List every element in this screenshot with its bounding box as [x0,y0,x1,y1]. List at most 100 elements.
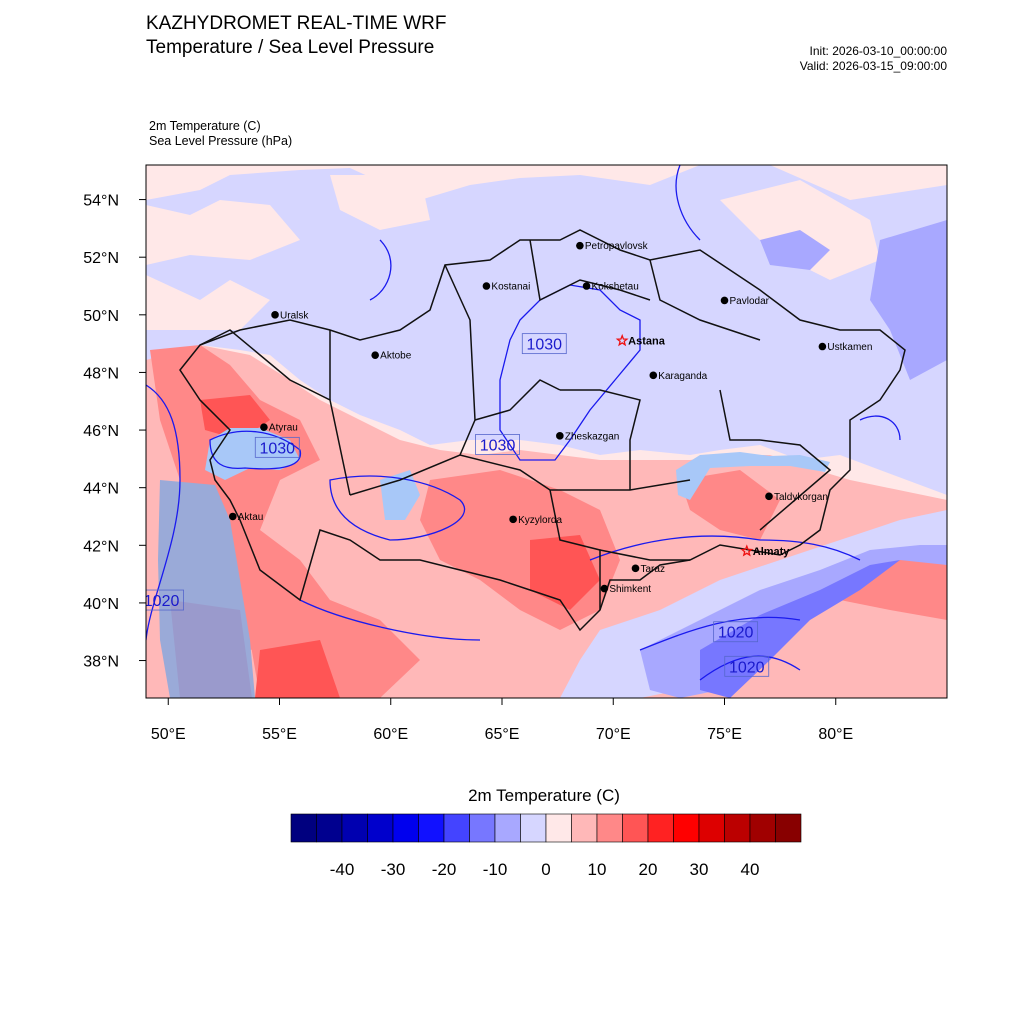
city-label: Kyzylorda [518,515,562,526]
colorbar-swatch [749,813,776,843]
colorbar-label: -20 [431,860,457,879]
lon-tick-label: 80°E [818,726,853,743]
city-dot [600,584,609,593]
chart-title: KAZHYDROMET REAL-TIME WRF Temperature / … [146,12,447,60]
city-dot [482,282,491,290]
colorbar-swatch [494,813,521,843]
variable-pressure: Sea Level Pressure (hPa) [149,134,293,148]
city-label: Ustkamen [827,342,872,353]
isobar-label: 1020 [729,659,765,676]
border-central-1 [560,389,641,490]
colorbar-swatch [596,813,623,843]
lat-tick-label: 54°N [83,193,119,210]
temperature-field-hot-spot-3 [255,640,340,698]
colorbar-swatch [367,813,394,843]
isobar-label: 1030 [526,337,562,354]
border-southcentral-2 [549,489,601,610]
temperature-field-mountains-colder [700,560,900,698]
city-dot [765,492,773,501]
city-dot [649,371,658,380]
border-north-2 [529,239,651,302]
kazakhstan-border [179,229,906,632]
colorbar-swatch [647,813,674,843]
city-label: Taldykorgan [774,492,828,503]
temperature-field-cold-north [146,165,947,495]
temperature-field-caspian-deep [170,600,252,698]
city-label: Aktobe [380,351,412,362]
colorbar-swatch [392,813,419,843]
colorbar-swatch [698,813,725,843]
map-frame [145,164,948,699]
lat-tick-label: 48°N [83,365,119,382]
isobar-south [299,599,481,641]
colorbar-label: -30 [380,860,406,879]
lat-tick-label: 40°N [83,596,119,613]
city-dot [576,241,584,250]
title-line-1: KAZHYDROMET REAL-TIME WRF [146,13,447,34]
city-dot [228,512,237,521]
colorbar-label: 10 [587,860,607,879]
lat-tick-label: 50°N [83,308,119,325]
city-label: Kostanai [491,282,530,293]
border-north-1 [444,264,476,456]
colorbar-swatch [724,813,751,843]
city-markers: Petropavlovsk Kostanai Kokshetau Pavlodar Ur… [228,241,872,595]
lat-tick-label: 44°N [83,481,119,498]
temperature-field-hot-spot-2 [530,535,600,610]
border-southcentral-3 [599,549,690,561]
temperature-field-cold-east-2 [760,230,830,270]
city-dot [556,432,564,440]
city-dot [631,564,640,573]
city-label: Shimkent [609,584,651,595]
lon-tick-label: 60°E [373,726,408,743]
colorbar-swatch [316,813,343,843]
city-dot [509,515,517,524]
variable-temperature: 2m Temperature (C) [149,119,261,133]
lon-tick-label: 65°E [485,726,520,743]
lat-tick-label: 38°N [83,654,119,671]
city-label: Kokshetau [592,282,639,293]
temperature-field-cold-east [870,220,947,380]
border-southcentral-1 [349,454,691,496]
lon-tick-label: 55°E [262,726,297,743]
lon-tick-label: 75°E [707,726,742,743]
lat-tick-label: 42°N [83,538,119,555]
isobar-north-1 [369,239,392,301]
map-axes: 50°E 55°E 60°E 65°E 70°E 75°E 80°E 54°N 52°N 50°N… [83,193,853,743]
title-line-2: Temperature / Sea Level Pressure [146,37,435,58]
city-label: Taraz [641,564,665,575]
isobar-label-box [254,436,300,458]
city-label: Petropavlovsk [585,241,649,252]
lat-tick-label: 46°N [83,423,119,440]
city-dot [260,423,268,431]
city-label: Pavlodar [730,296,770,307]
colorbar-swatch [775,813,802,843]
lon-tick-label: 50°E [151,726,186,743]
colorbar-swatch [341,813,368,843]
border-west [199,329,351,496]
city-dot [818,342,827,351]
admin-borders [179,229,906,632]
border-central-3 [719,389,760,441]
city-label: Astana [628,336,666,348]
colorbar-swatch [443,813,470,843]
init-time: Init: 2026-03-10_00:00:00 [809,44,947,58]
variable-labels: 2m Temperature (C) Sea Level Pressure (h… [149,119,292,149]
isobar-label: 1020 [718,625,754,642]
lat-tick-label: 52°N [83,250,119,267]
isobar-1020-caspian [146,384,181,641]
temperature-field-patch-northcentral [330,175,430,230]
city-label: Almaty [753,546,791,558]
isobar-1020-mountains [639,616,801,651]
colorbar-swatch [571,813,598,843]
valid-time: Valid: 2026-03-15_09:00:00 [799,59,947,73]
isobar-1020-south [589,535,861,561]
temperature-field-warmer-east [680,470,780,540]
isobar-label-box [475,434,520,455]
isobar-label: 1030 [259,440,295,457]
colorbar-swatch [673,813,700,843]
colorbar-swatch [418,813,445,843]
isobar-label-box [146,589,184,611]
city-label: Aktau [238,512,264,523]
